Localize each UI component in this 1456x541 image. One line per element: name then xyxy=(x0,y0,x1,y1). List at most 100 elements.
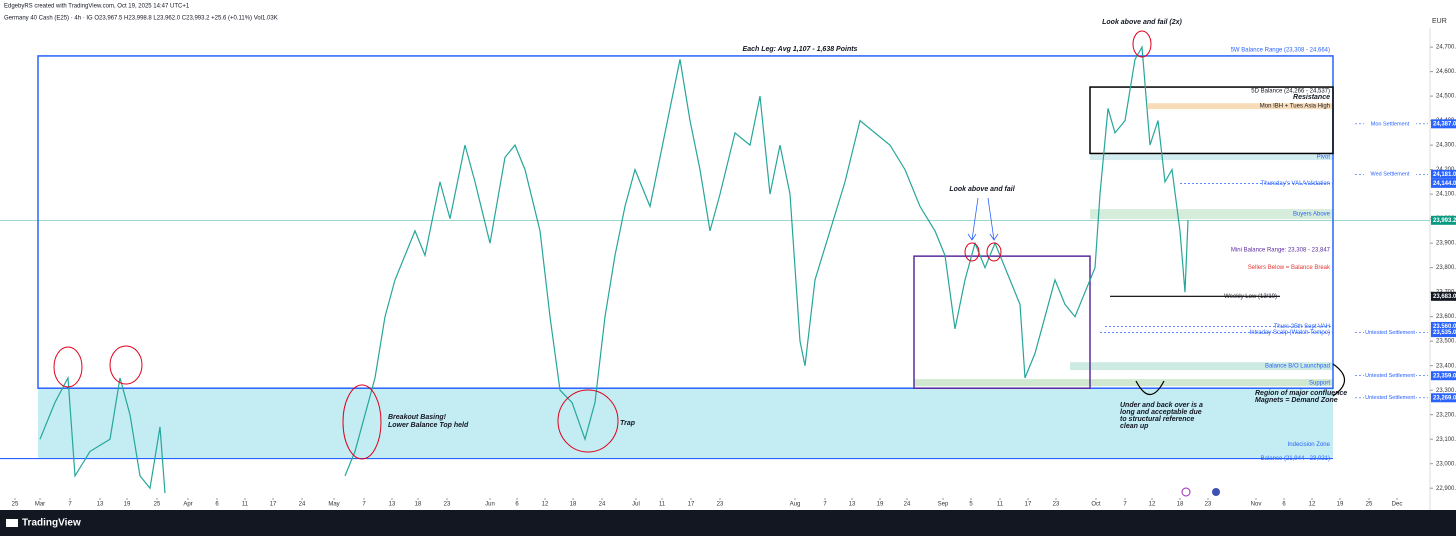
x-tick-label: 13 xyxy=(97,502,104,508)
x-tick-label: 17 xyxy=(270,502,277,508)
x-tick-label: 12 xyxy=(1149,502,1156,508)
x-tick-label: 11 xyxy=(997,502,1004,508)
level-label: Thursday's VAL/Validation xyxy=(1261,181,1330,187)
logo xyxy=(6,519,18,527)
y-tick-label: 23,100.0 xyxy=(1436,437,1456,443)
x-tick-label: Nov xyxy=(1251,502,1262,508)
x-tick-label: Jun xyxy=(485,502,495,508)
y-tick-label: 23,400.0 xyxy=(1436,363,1456,369)
settlement-label: Wed Settlement xyxy=(1370,172,1410,178)
settlement-label: Untested Settlement xyxy=(1365,373,1415,379)
x-tick-label: 12 xyxy=(1309,502,1316,508)
y-tick-label: 23,000.0 xyxy=(1436,461,1456,467)
price-tag-label: 24,387.0 xyxy=(1433,121,1456,127)
annotation: Region of major confluence xyxy=(1255,390,1347,397)
y-tick-label: 23,300.0 xyxy=(1436,388,1456,394)
x-tick-label: 12 xyxy=(542,502,549,508)
x-tick-label: 23 xyxy=(1053,502,1060,508)
level-label: Thurs 25th Sept VAH xyxy=(1274,324,1330,330)
y-tick-label: 24,700.0 xyxy=(1436,45,1456,51)
x-tick-label: 18 xyxy=(415,502,422,508)
symbol-legend: Germany 40 Cash (E25) · 4h · IG O23,967.… xyxy=(4,16,278,22)
y-tick-label: 23,600.0 xyxy=(1436,314,1456,320)
y-tick-label: 23,200.0 xyxy=(1436,412,1456,418)
x-tick-label: 11 xyxy=(659,502,666,508)
settlement-bg xyxy=(1364,372,1416,380)
price-tag-label: 24,144.0 xyxy=(1433,181,1456,187)
price-tag-label: 23,535.0 xyxy=(1433,330,1456,336)
x-tick-label: Sep xyxy=(938,502,949,508)
x-tick-label: 6 xyxy=(1282,502,1286,508)
x-tick-label: 19 xyxy=(124,502,131,508)
price-tag-label: 23,269.0 xyxy=(1433,395,1456,401)
level-label: Balance B/O Launchpad xyxy=(1265,364,1330,370)
level-label: Indecision Zone xyxy=(1288,442,1331,448)
x-tick-label: 18 xyxy=(1177,502,1184,508)
price-tag xyxy=(1431,215,1456,225)
settlement-bg xyxy=(1364,170,1416,178)
price-tag xyxy=(1431,371,1456,381)
settlement-label: Untested Settlement xyxy=(1365,330,1415,336)
y-tick-label: 22,900.0 xyxy=(1436,486,1456,492)
price-tag xyxy=(1431,178,1456,188)
arrow xyxy=(967,197,999,241)
level-band xyxy=(1090,154,1333,161)
highlight-circle xyxy=(53,346,83,388)
annotation: Each Leg: Avg 1,107 - 1,638 Points xyxy=(743,46,858,53)
price-tag xyxy=(1431,328,1456,338)
price-tag xyxy=(1431,169,1456,179)
annotation: clean up xyxy=(1120,423,1149,430)
x-tick-label: 7 xyxy=(1123,502,1127,508)
box-label: 5W Balance Range (23,308 - 24,664) xyxy=(1231,48,1330,54)
x-tick-label: 19 xyxy=(1337,502,1344,508)
x-tick-label: 5 xyxy=(969,502,973,508)
x-tick-label: 23 xyxy=(1205,502,1212,508)
price-tag-label: 23,683.0 xyxy=(1433,294,1456,300)
annotation: Look above and fail xyxy=(949,186,1015,193)
y-tick-label: 23,500.0 xyxy=(1436,339,1456,345)
x-tick-label: 13 xyxy=(389,502,396,508)
highlight-circle xyxy=(964,242,980,262)
brace xyxy=(1332,363,1346,397)
level-band xyxy=(1070,362,1333,371)
level-label: Pivot xyxy=(1317,155,1331,161)
x-tick-label: Aug xyxy=(790,502,801,508)
x-tick-label: 25 xyxy=(1366,502,1373,508)
x-tick-label: Apr xyxy=(183,502,192,508)
price-line xyxy=(39,45,1189,494)
price-tag xyxy=(1431,393,1456,403)
price-tag-label: 23,993.2 xyxy=(1433,218,1456,224)
x-tick-label: 7 xyxy=(362,502,366,508)
u-curve xyxy=(1135,380,1165,396)
y-tick-label: 24,600.0 xyxy=(1436,69,1456,75)
balance-box xyxy=(1089,86,1334,155)
level-label: Weekly Low (13/10) xyxy=(1224,294,1277,300)
x-tick-label: 17 xyxy=(688,502,695,508)
footer-bar xyxy=(0,510,1456,536)
x-tick-label: May xyxy=(328,502,339,508)
x-tick-label: 23 xyxy=(717,502,724,508)
level-band xyxy=(38,388,1333,459)
x-tick-label: 25 xyxy=(12,502,19,508)
settlement-bg xyxy=(1364,394,1416,402)
level-band xyxy=(1148,103,1333,110)
x-tick-label: 11 xyxy=(242,502,249,508)
currency: EUR xyxy=(1432,18,1447,25)
brand: TradingView xyxy=(22,518,81,529)
y-tick-label: 24,500.0 xyxy=(1436,94,1456,100)
level-label: Buyers Above xyxy=(1293,212,1331,218)
y-tick-label: 24,100.0 xyxy=(1436,192,1456,198)
level-band xyxy=(914,379,1333,387)
settlement-label: Mon Settlement xyxy=(1371,121,1410,127)
x-tick-label: Mar xyxy=(35,502,45,508)
price-tag xyxy=(1431,119,1456,129)
settlement-bg xyxy=(1364,329,1416,337)
annotation: Under and back over is a xyxy=(1120,402,1203,409)
x-tick-label: 25 xyxy=(154,502,161,508)
settlement-label: Untested Settlement xyxy=(1365,395,1415,401)
level-label: Support xyxy=(1309,380,1330,386)
annotation: Look above and fail (2x) xyxy=(1102,19,1182,26)
balance-box xyxy=(37,55,1334,389)
box-label: 5D Balance (24,266 - 24,537) xyxy=(1251,89,1330,95)
